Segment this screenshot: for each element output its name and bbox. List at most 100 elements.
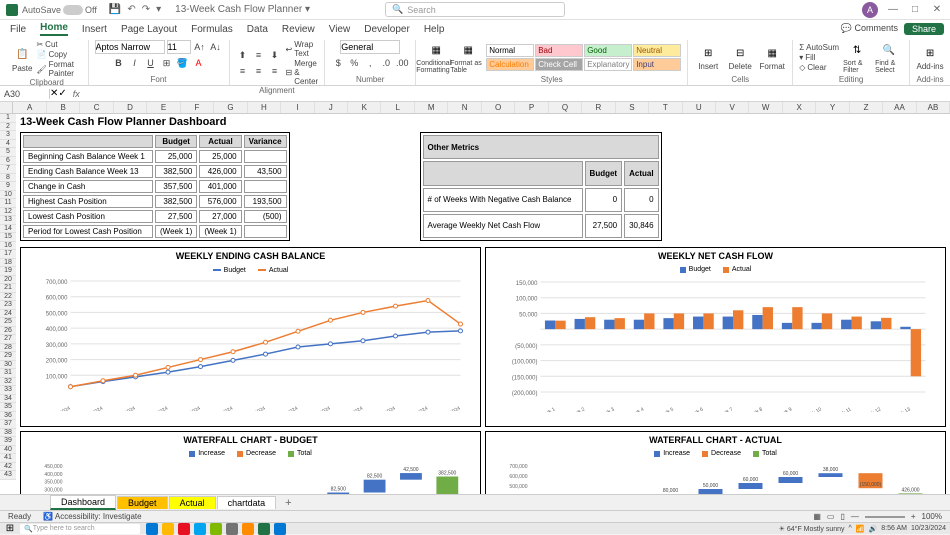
cancel-formula-icon[interactable]: ✕ [50, 88, 58, 99]
taskbar-app[interactable] [146, 523, 158, 535]
zoom-in-icon[interactable]: + [911, 512, 916, 521]
format-as-table-button[interactable]: ▦Format as Table [454, 42, 482, 74]
zoom-out-icon[interactable]: — [851, 512, 859, 521]
format-painter-button[interactable]: 🖌 Format Painter [36, 60, 81, 78]
menu-file[interactable]: File [10, 24, 26, 35]
minimize-icon[interactable]: — [886, 4, 900, 15]
taskbar-app[interactable] [162, 523, 174, 535]
taskbar-app[interactable] [242, 523, 254, 535]
autosum-button[interactable]: Σ AutoSum [799, 43, 839, 52]
accessibility-status[interactable]: ♿ Accessibility: Investigate [43, 512, 141, 521]
sheet-area[interactable]: ABCDEFGHIJKLMNOPQRSTUVWXYZAAAB 123456789… [0, 102, 950, 502]
tray-up-icon[interactable]: ^ [849, 525, 852, 532]
menu-review[interactable]: Review [282, 24, 315, 35]
taskbar-app[interactable] [194, 523, 206, 535]
font-name-combo[interactable] [95, 40, 165, 54]
tab-actual[interactable]: Actual [169, 496, 216, 509]
wrap-text-button[interactable]: ↩ Wrap Text [286, 40, 319, 58]
conditional-formatting-button[interactable]: ▦Conditional Formatting [422, 42, 450, 74]
delete-cells-button[interactable]: ⊟Delete [726, 44, 754, 71]
menu-page-layout[interactable]: Page Layout [121, 24, 177, 35]
fill-color-button[interactable]: 🪣 [176, 56, 190, 70]
taskbar-app[interactable] [178, 523, 190, 535]
view-pagebreak-icon[interactable]: ▯ [840, 512, 844, 521]
chart-waterfall-actual[interactable]: WATERFALL CHART - ACTUAL IncreaseDecreas… [485, 431, 946, 502]
autosave-toggle[interactable]: AutoSave Off [22, 5, 97, 15]
tray-date[interactable]: 10/23/2024 [911, 525, 946, 532]
align-left-icon[interactable]: ≡ [236, 64, 250, 78]
taskbar-search[interactable]: 🔍 Type here to search [20, 524, 140, 534]
tray-wifi-icon[interactable]: 📶 [856, 525, 865, 533]
italic-button[interactable]: I [128, 56, 142, 70]
taskbar-app[interactable] [258, 523, 270, 535]
comments-button[interactable]: 💬 Comments [841, 23, 898, 35]
zoom-level[interactable]: 100% [922, 512, 942, 521]
menu-data[interactable]: Data [247, 24, 268, 35]
fill-button[interactable]: ▾ Fill [799, 53, 839, 62]
paste-button[interactable]: 📋Paste [12, 46, 32, 73]
name-box[interactable]: A30 [0, 89, 50, 99]
font-size-combo[interactable] [167, 40, 191, 54]
sort-filter-button[interactable]: ⇅Sort & Filter [843, 42, 871, 74]
weather-widget[interactable]: ☀ 64°F Mostly sunny [779, 525, 845, 533]
clear-button[interactable]: ◇ Clear [799, 63, 839, 72]
align-middle-icon[interactable]: ≡ [252, 48, 266, 62]
tab-chartdata[interactable]: chartdata [217, 496, 277, 509]
format-cells-button[interactable]: ▦Format [758, 44, 786, 71]
cell-styles-gallery[interactable]: NormalBadGoodNeutralCalculationCheck Cel… [486, 44, 681, 71]
tab-dashboard[interactable]: Dashboard [50, 495, 116, 510]
view-normal-icon[interactable]: ▦ [813, 512, 821, 521]
enter-formula-icon[interactable]: ✓ [58, 88, 66, 99]
close-icon[interactable]: ✕ [930, 4, 944, 15]
merge-center-button[interactable]: ⊟ Merge & Center [286, 59, 319, 86]
decrease-decimal-icon[interactable]: .00 [395, 56, 409, 70]
zoom-slider[interactable] [865, 516, 905, 518]
menu-view[interactable]: View [329, 24, 351, 35]
chart-waterfall-budget[interactable]: WATERFALL CHART - BUDGET IncreaseDecreas… [20, 431, 481, 502]
maximize-icon[interactable]: □ [908, 4, 922, 15]
chart-weekly-net-cash[interactable]: WEEKLY NET CASH FLOW BudgetActual (200,0… [485, 247, 946, 427]
redo-icon[interactable]: ↷ [142, 4, 150, 15]
view-layout-icon[interactable]: ▭ [827, 512, 835, 521]
increase-decimal-icon[interactable]: .0 [379, 56, 393, 70]
copy-button[interactable]: 📄 Copy [36, 50, 81, 59]
align-bottom-icon[interactable]: ⬇ [268, 48, 282, 62]
align-center-icon[interactable]: ≡ [252, 64, 266, 78]
border-button[interactable]: ⊞ [160, 56, 174, 70]
cut-button[interactable]: ✂ Cut [36, 40, 81, 49]
insert-cells-button[interactable]: ⊞Insert [694, 44, 722, 71]
avatar[interactable]: A [862, 2, 878, 18]
tray-volume-icon[interactable]: 🔊 [869, 525, 878, 533]
undo-icon[interactable]: ↶ [127, 4, 135, 15]
add-sheet-button[interactable]: + [277, 496, 299, 510]
fx-icon[interactable]: fx [67, 89, 86, 99]
number-format-combo[interactable] [340, 40, 400, 54]
menu-home[interactable]: Home [40, 22, 68, 36]
increase-font-icon[interactable]: A↑ [193, 40, 207, 54]
menu-help[interactable]: Help [424, 24, 445, 35]
qab-more-icon[interactable]: ▾ [156, 4, 161, 15]
align-top-icon[interactable]: ⬆ [236, 48, 250, 62]
underline-button[interactable]: U [144, 56, 158, 70]
menu-developer[interactable]: Developer [364, 24, 410, 35]
start-button[interactable]: ⊞ [4, 523, 16, 535]
currency-icon[interactable]: $ [331, 56, 345, 70]
save-icon[interactable]: 💾 [109, 4, 121, 15]
taskbar-app[interactable] [210, 523, 222, 535]
percent-icon[interactable]: % [347, 56, 361, 70]
column-headers[interactable]: ABCDEFGHIJKLMNOPQRSTUVWXYZAAAB [0, 102, 950, 114]
search-input[interactable]: 🔍 Search [385, 2, 565, 17]
share-button[interactable]: Share [904, 23, 944, 35]
menu-insert[interactable]: Insert [82, 24, 107, 35]
addins-button[interactable]: ⊞Add-ins [916, 44, 944, 71]
decrease-font-icon[interactable]: A↓ [209, 40, 223, 54]
taskbar-app[interactable] [274, 523, 286, 535]
bold-button[interactable]: B [112, 56, 126, 70]
tray-time[interactable]: 8:56 AM [881, 525, 907, 532]
comma-icon[interactable]: , [363, 56, 377, 70]
tab-budget[interactable]: Budget [117, 496, 168, 509]
find-select-button[interactable]: 🔍Find & Select [875, 42, 903, 74]
row-headers[interactable]: 1234567891011121314151617181920212223242… [0, 114, 16, 480]
align-right-icon[interactable]: ≡ [268, 64, 282, 78]
document-title[interactable]: 13-Week Cash Flow Planner ▾ [175, 4, 310, 15]
